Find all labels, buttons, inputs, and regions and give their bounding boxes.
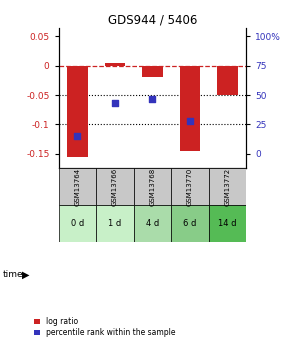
Bar [105, 63, 125, 66]
Text: 14 d: 14 d [218, 219, 237, 228]
Bar [134, 205, 171, 241]
Bar [134, 168, 171, 205]
Bar [96, 168, 134, 205]
Point [113, 100, 117, 106]
Text: GSM13772: GSM13772 [224, 168, 230, 206]
Point [188, 118, 192, 124]
Bar [209, 168, 246, 205]
Text: GSM13770: GSM13770 [187, 167, 193, 206]
Text: 0 d: 0 d [71, 219, 84, 228]
Text: GSM13768: GSM13768 [149, 167, 155, 206]
Bar [217, 66, 238, 95]
Bar [96, 205, 134, 241]
Bar [180, 66, 200, 151]
Text: 4 d: 4 d [146, 219, 159, 228]
Bar [67, 66, 88, 157]
Text: time: time [3, 270, 23, 279]
Point [150, 96, 155, 101]
Text: GSM13764: GSM13764 [74, 168, 80, 206]
Text: GSM13766: GSM13766 [112, 167, 118, 206]
Bar [171, 205, 209, 241]
Bar [142, 66, 163, 77]
Bar [171, 168, 209, 205]
Bar [209, 205, 246, 241]
Text: 1 d: 1 d [108, 219, 122, 228]
Text: 6 d: 6 d [183, 219, 197, 228]
Bar [59, 205, 96, 241]
Legend: log ratio, percentile rank within the sample: log ratio, percentile rank within the sa… [33, 317, 176, 338]
Point [75, 133, 80, 139]
Title: GDS944 / 5406: GDS944 / 5406 [108, 13, 197, 27]
Text: ▶: ▶ [22, 269, 30, 279]
Bar [59, 168, 96, 205]
